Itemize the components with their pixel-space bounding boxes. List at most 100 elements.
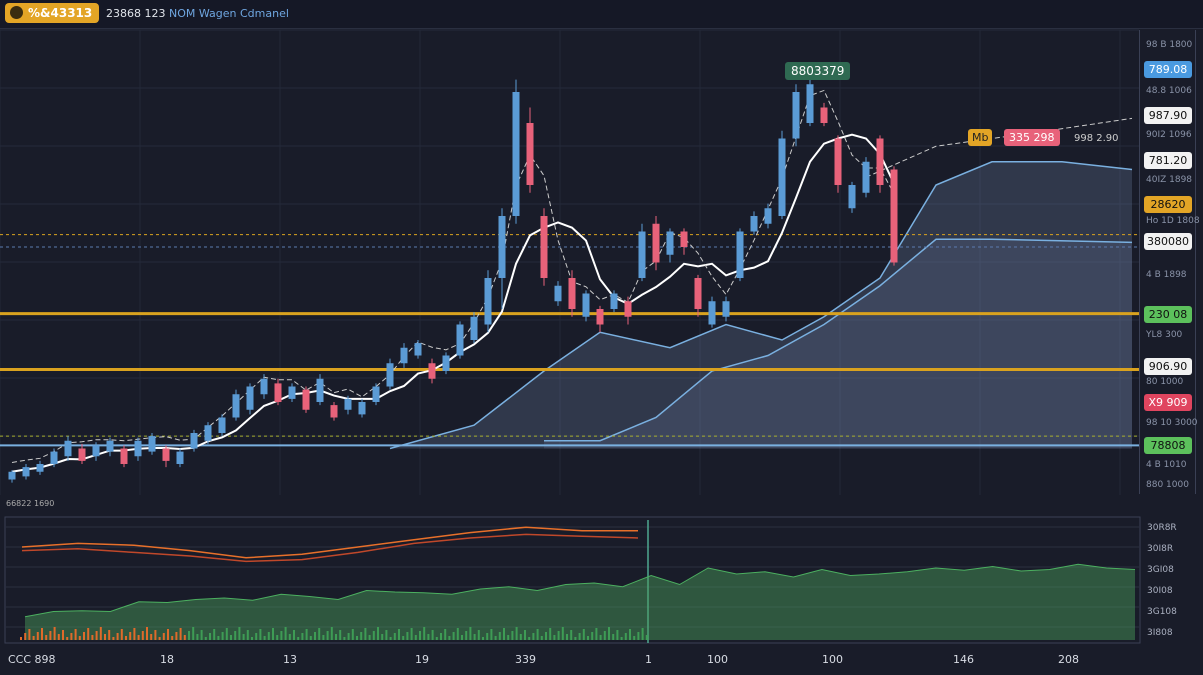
indicator-area xyxy=(25,564,1135,640)
candle-body xyxy=(344,398,352,410)
volume-bar xyxy=(293,630,295,640)
mid-label-tag: Mb xyxy=(968,129,993,146)
time-axis-label: 100 xyxy=(822,653,843,666)
candle-body xyxy=(680,231,688,247)
ma-dashed-line xyxy=(11,89,895,463)
price-tag: 781.20 xyxy=(1144,152,1192,170)
volume-bar xyxy=(146,627,148,640)
volume-bar xyxy=(20,637,22,640)
candle-body xyxy=(484,278,492,325)
candle-body xyxy=(750,216,758,232)
candle-body xyxy=(442,355,450,371)
volume-bar xyxy=(314,632,316,640)
volume-bar xyxy=(616,630,619,640)
time-axis-label: 18 xyxy=(160,653,174,666)
volume-bar xyxy=(150,634,153,640)
price-tag: 230 08 xyxy=(1144,305,1192,323)
candle-body xyxy=(134,440,142,457)
volume-bar xyxy=(461,635,463,640)
mid-side-label: 998 2.90 xyxy=(1074,133,1119,144)
candle-body xyxy=(596,309,604,325)
volume-bar xyxy=(553,635,556,640)
volume-bar xyxy=(284,627,287,640)
price-tag: 987.90 xyxy=(1144,107,1192,125)
volume-bar xyxy=(167,629,169,640)
volume-bar xyxy=(360,632,363,640)
volume-bar xyxy=(465,631,468,640)
volume-bar xyxy=(188,631,190,640)
time-axis-label: 19 xyxy=(415,653,429,666)
candle-body xyxy=(64,440,72,457)
candle-body xyxy=(232,394,240,418)
candle-body xyxy=(260,378,268,395)
volume-bar xyxy=(549,628,552,640)
volume-bar xyxy=(570,630,573,640)
volume-bar xyxy=(57,634,60,640)
volume-bar xyxy=(326,631,329,640)
candle-body xyxy=(498,216,506,278)
candle-body xyxy=(764,208,772,224)
volume-bar xyxy=(629,629,631,640)
volume-bar xyxy=(381,634,384,640)
symbol-button[interactable]: %&43313 xyxy=(5,3,99,23)
volume-bar xyxy=(192,627,195,640)
volume-bar xyxy=(53,627,56,640)
volume-bar xyxy=(494,636,497,640)
price-chart[interactable] xyxy=(0,0,1139,495)
indicator-name[interactable]: NOM Wagen Cdmanel xyxy=(169,7,289,20)
volume-bar xyxy=(267,632,270,640)
volume-bar xyxy=(536,629,539,640)
volume-bar xyxy=(524,630,526,640)
candle-body xyxy=(176,451,184,464)
candle-body xyxy=(792,92,800,139)
volume-bar xyxy=(230,635,232,640)
volume-bar xyxy=(120,629,123,640)
candle-body xyxy=(736,231,744,278)
volume-bar xyxy=(473,634,476,640)
candle-body xyxy=(624,301,632,317)
volume-bar xyxy=(545,632,547,640)
volume-bar xyxy=(213,629,216,640)
volume-bar xyxy=(225,628,228,640)
volume-bar xyxy=(427,634,430,640)
volume-bar xyxy=(511,631,514,640)
volume-bar xyxy=(129,632,132,640)
volume-bar xyxy=(108,630,111,640)
volume-bar xyxy=(645,635,648,640)
volume-bar xyxy=(141,631,144,640)
volume-bar xyxy=(24,633,27,640)
volume-bar xyxy=(318,628,321,640)
candle-body xyxy=(568,278,576,309)
volume-bar xyxy=(377,627,379,640)
candle-body xyxy=(372,386,380,402)
price-axis-label: YL8 300 xyxy=(1146,330,1183,340)
indicator_orange_b-line xyxy=(21,533,639,563)
volume-bar xyxy=(423,627,426,640)
candle-body xyxy=(820,107,828,123)
price-axis-label: 40IZ 1898 xyxy=(1146,175,1193,185)
time-axis-label: 208 xyxy=(1058,653,1079,666)
time-axis-label: 146 xyxy=(953,653,974,666)
volume-bar xyxy=(414,635,417,640)
price-tag: 380080 xyxy=(1144,232,1192,250)
volume-bar xyxy=(574,637,577,640)
price-tag: 78808 xyxy=(1144,437,1192,455)
volume-bar xyxy=(448,636,451,640)
candle-body xyxy=(302,389,310,410)
volume-bar xyxy=(87,628,90,640)
candle-body xyxy=(218,417,226,433)
price-axis-label: 48.8 1006 xyxy=(1146,86,1192,96)
volume-bar xyxy=(276,635,279,640)
volume-bar xyxy=(330,627,333,640)
volume-bar xyxy=(175,632,178,640)
candle-body xyxy=(414,343,422,356)
candle-body xyxy=(876,138,884,185)
header-info: 23868 123 NOM Wagen Cdmanel xyxy=(106,7,289,20)
volume-bar xyxy=(45,635,48,640)
volume-bar xyxy=(620,637,623,640)
volume-bar xyxy=(95,631,98,640)
volume-bar xyxy=(587,636,589,640)
price-axis[interactable]: 789.08 987.90 781.20 28620 380080 230 08 906.9… xyxy=(1139,30,1200,494)
candle-body xyxy=(638,231,646,278)
volume-bar xyxy=(255,633,258,640)
